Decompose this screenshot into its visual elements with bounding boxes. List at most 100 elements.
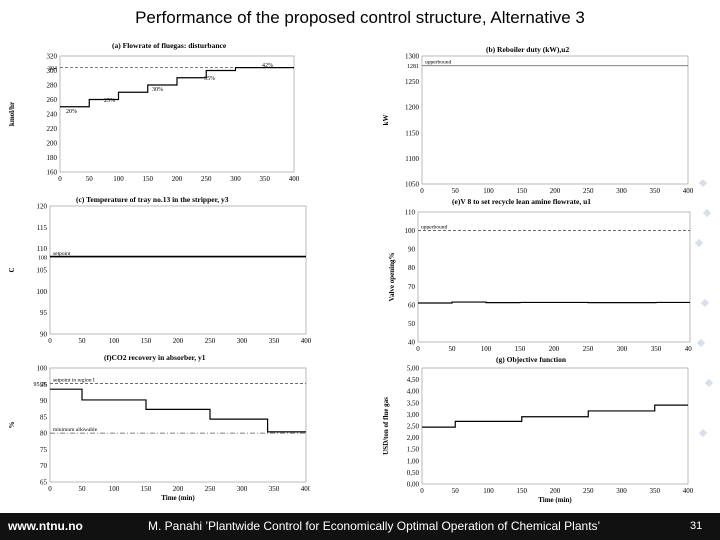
chart-c-axes-group: (c) Temperature of tray no.13 in the str… <box>8 195 312 345</box>
chart-f-ref-label: setpoint in region I <box>53 377 95 383</box>
chart-b-ytick-label: 1100 <box>405 155 419 163</box>
chart-a-ytick-label: 320 <box>47 53 58 61</box>
chart-a-xtick-label: 50 <box>86 175 94 183</box>
chart-e-xtick-label: 50 <box>449 345 457 353</box>
chart-a-axes-group: (a) Flowrate of fluegas: disturbance 160 1… <box>8 41 300 183</box>
footer-citation: M. Panahi ’Plantwide Control for Economi… <box>148 519 601 533</box>
chart-b-xtick-label: 150 <box>517 187 528 195</box>
chart-a-xtick-label: 400 <box>289 175 300 183</box>
chart-c-xtick-label: 300 <box>237 337 248 345</box>
chart-g-ytick-label: 3,00 <box>407 411 420 419</box>
chart-f-xtick-label: 50 <box>79 485 87 493</box>
chart-f-xtick-label: 300 <box>237 485 248 493</box>
chart-g-xlabel: Time (min) <box>538 496 572 504</box>
chart-g-xtick-label: 250 <box>583 487 594 495</box>
chart-b-xtick-label: 250 <box>583 187 594 195</box>
chart-c-xtick-label: 150 <box>141 337 152 345</box>
chart-e-ytick-label: 90 <box>408 246 416 254</box>
chart-e-xtick-label: 400 <box>685 345 692 353</box>
chart-g-xtick-label: 300 <box>616 487 627 495</box>
chart-c-ytick-extra-label: 108 <box>38 256 47 262</box>
chart-a-xtick-label: 250 <box>201 175 212 183</box>
chart-a-annotation: 35% <box>204 76 215 82</box>
chart-g-ytick-label: 3,50 <box>407 399 420 407</box>
chart-c-ytick-label: 120 <box>37 203 48 211</box>
chart-c-panel: (c) Temperature of tray no.13 in the str… <box>4 192 312 356</box>
chart-a-annotation: 30% <box>152 87 163 93</box>
chart-e-xtick-label: 350 <box>651 345 662 353</box>
chart-a-ytick-label: 280 <box>47 82 58 90</box>
chart-b-xtick-label: 400 <box>683 187 694 195</box>
ntnu-watermark-logo <box>694 180 714 438</box>
chart-f-plot-frame <box>49 367 307 483</box>
chart-e-xtick-label: 150 <box>515 345 526 353</box>
chart-a-annotation: 25% <box>104 98 115 104</box>
chart-b-title: (b) Reboiler duty (kW),u2 <box>486 45 569 54</box>
chart-b-axes-group: (b) Reboiler duty (kW),u2 1050 1100 1150 120… <box>382 45 694 195</box>
chart-b-xtick-label: 350 <box>650 187 661 195</box>
chart-g-ylabel: USD/ton of flue gas <box>382 397 390 455</box>
chart-b-xtick-label: 50 <box>452 187 460 195</box>
chart-a-ytick-label: 260 <box>47 96 58 104</box>
chart-c-xtick-label: 50 <box>79 337 87 345</box>
chart-c-ytick-label: 90 <box>40 331 48 339</box>
chart-g-xtick-label: 50 <box>452 487 460 495</box>
chart-f-ytick-label: 70 <box>40 462 48 470</box>
chart-e-xtick-label: 100 <box>481 345 492 353</box>
chart-e-xtick-label: 0 <box>416 345 420 353</box>
chart-f-ylabel: % <box>8 422 16 429</box>
chart-g-ytick-label: 1,00 <box>407 457 420 465</box>
chart-c-ref-label: setpoint <box>53 251 71 257</box>
chart-g-ytick-label: 1,50 <box>407 446 420 454</box>
chart-b-ytick-label: 1050 <box>405 181 420 189</box>
chart-a-xtick-label: 200 <box>172 175 183 183</box>
chart-a-ylabel: kmol/hr <box>8 102 16 126</box>
chart-f-title: (f)CO2 recovery in absorber, y1 <box>104 353 206 362</box>
chart-e-ytick-label: 110 <box>405 209 416 217</box>
chart-e-xtick-label: 300 <box>617 345 628 353</box>
chart-f-ytick-extra-label: 95.26 <box>34 382 48 388</box>
chart-g-ytick-label: 4,50 <box>407 376 420 384</box>
chart-a: (a) Flowrate of fluegas: disturbance 160 1… <box>8 41 300 183</box>
chart-b-ytick-label: 1200 <box>405 104 420 112</box>
chart-f-ytick-label: 75 <box>40 446 48 454</box>
chart-g: (g) Objective function 0,00 0,50 1,00 1,50 2,… <box>382 355 694 504</box>
chart-g-xtick-label: 400 <box>683 487 694 495</box>
chart-f-xtick-label: 250 <box>205 485 216 493</box>
chart-f-xtick-label: 350 <box>269 485 280 493</box>
chart-a-panel: (a) Flowrate of fluegas: disturbance 160 1… <box>4 38 300 196</box>
chart-a-ytick-label: 200 <box>47 140 58 148</box>
chart-e-ref-label: upperbound <box>421 225 448 231</box>
chart-c-xtick-label: 100 <box>109 337 120 345</box>
chart-g-ytick-label: 0,50 <box>407 469 420 477</box>
chart-b-ylabel: kW <box>382 115 390 126</box>
chart-c-xtick-label: 350 <box>269 337 280 345</box>
chart-c-title: (c) Temperature of tray no.13 in the str… <box>76 195 229 204</box>
footer-url[interactable]: www.ntnu.no <box>8 519 83 533</box>
chart-f-ytick-label: 65 <box>40 479 48 487</box>
chart-a-ytick-label: 220 <box>47 125 58 133</box>
slide-title: Performance of the proposed control stru… <box>135 8 585 27</box>
chart-a-ytick-extra-label: 304 <box>48 66 57 72</box>
chart-c-xtick-label: 200 <box>173 337 184 345</box>
chart-f-axes-group: (f)CO2 recovery in absorber, y1 65 70 75 80 8… <box>8 353 310 502</box>
chart-c-ytick-label: 100 <box>37 288 48 296</box>
chart-f-ytick-label: 100 <box>37 365 48 373</box>
chart-f-xtick-label: 150 <box>141 485 152 493</box>
chart-f-xtick-label: 100 <box>109 485 120 493</box>
chart-a-xtick-label: 350 <box>260 175 271 183</box>
chart-a-ytick-label: 300 <box>47 67 58 75</box>
chart-g-ytick-label: 5,00 <box>407 365 420 373</box>
chart-f-ref-label: minimum allowable <box>53 427 98 433</box>
chart-a-annotation: 20% <box>66 109 77 115</box>
chart-g-panel: (g) Objective function 0,00 0,50 1,00 1,50 2,… <box>378 354 698 510</box>
chart-e-axes-group: (e)V 8 to set recycle lean amine flowrat… <box>388 197 692 353</box>
chart-c-ylabel: C <box>8 267 16 272</box>
chart-f-ytick-label: 80 <box>40 430 48 438</box>
chart-a-xtick-label: 0 <box>58 175 62 183</box>
chart-b-xtick-label: 300 <box>616 187 627 195</box>
chart-g-title: (g) Objective function <box>496 355 567 364</box>
chart-g-ytick-label: 2,50 <box>407 423 420 431</box>
chart-e-panel: (e)V 8 to set recycle lean amine flowrat… <box>382 196 692 356</box>
chart-g-ytick-label: 0,00 <box>407 481 420 489</box>
